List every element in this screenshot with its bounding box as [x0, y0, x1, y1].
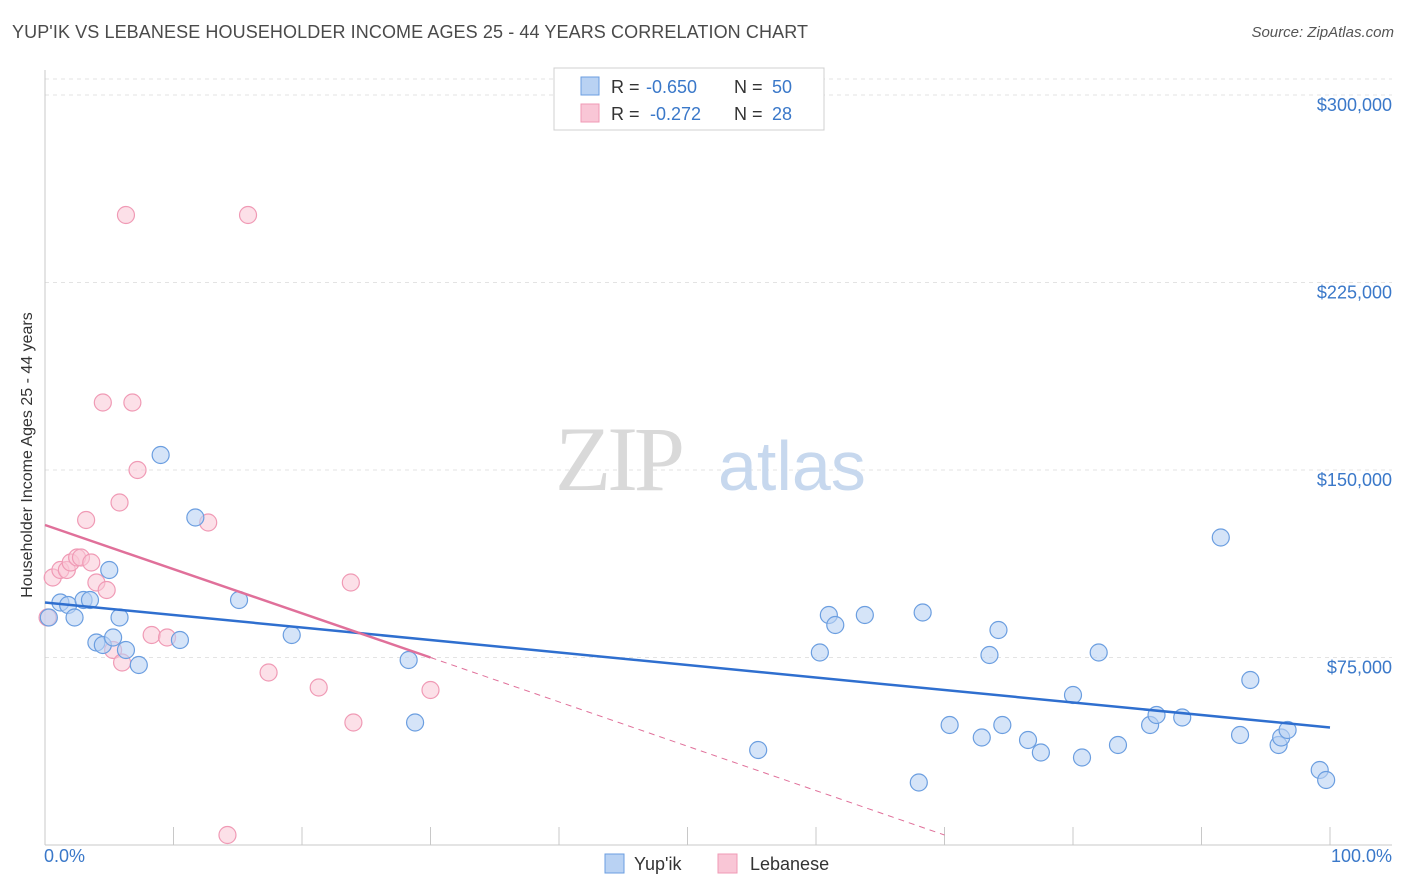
yupik-point [749, 740, 768, 760]
bottom-legend-label-yupik: Yup'ik [634, 854, 682, 874]
lebanese-point [218, 825, 237, 845]
yupik-point [1018, 730, 1038, 750]
x-tick-label-right: 100.0% [1331, 846, 1392, 866]
lebanese-point [123, 393, 142, 412]
lebanese-trend-line [44, 523, 431, 659]
y-tick-label: $150,000 [1317, 470, 1392, 490]
yupik-point [65, 608, 84, 627]
axes [44, 70, 1392, 846]
yupik-point [972, 728, 991, 747]
lebanese-point [82, 553, 101, 572]
bottom-legend-swatch-yupik [604, 853, 625, 874]
yupik-point [129, 655, 148, 675]
legend-r-value-1: -0.650 [646, 77, 697, 97]
legend-n-label-1: N = [734, 77, 763, 97]
yupik-point [1241, 670, 1260, 690]
yupik-point [826, 615, 845, 635]
lebanese-point [128, 460, 147, 480]
legend-r-value-2: -0.272 [650, 104, 701, 124]
y-tick-label: $225,000 [1317, 283, 1392, 303]
yupik-point [1211, 528, 1230, 547]
bottom-legend-swatch-lebanese [717, 853, 738, 874]
y-tick-labels: $75,000 $150,000 $225,000 $300,000 [1317, 95, 1392, 678]
bottom-legend-label-lebanese: Lebanese [750, 854, 829, 874]
yupik-point [989, 620, 1008, 640]
lebanese-point [77, 510, 96, 530]
bottom-legend: Yup'ik Lebanese [604, 853, 829, 874]
lebanese-point [341, 573, 360, 592]
yupik-point [104, 628, 123, 647]
yupik-point [909, 773, 928, 792]
lebanese-point [142, 625, 161, 645]
yupik-point [100, 560, 119, 580]
lebanese-point [93, 393, 112, 412]
lebanese-point [421, 680, 440, 700]
yupik-point [855, 605, 874, 625]
x-tick-label-left: 0.0% [44, 846, 85, 866]
legend-n-value-1: 50 [772, 77, 792, 97]
yupik-point [399, 650, 418, 670]
lebanese-point [97, 580, 116, 600]
yupik-point [151, 445, 170, 465]
yupik-point [993, 715, 1012, 735]
yupik-point [39, 608, 58, 627]
yupik-point [1317, 770, 1336, 790]
yupik-point [1278, 720, 1297, 740]
y-tick-label: $75,000 [1327, 658, 1392, 678]
yupik-point [1031, 743, 1050, 762]
yupik-point [1108, 735, 1128, 755]
chart-title: YUP'IK VS LEBANESE HOUSEHOLDER INCOME AG… [12, 22, 809, 42]
legend-r-label-2: R = [611, 104, 640, 124]
lebanese-point [344, 713, 363, 732]
legend-swatch-yupik [580, 76, 600, 96]
yupik-point [80, 590, 100, 610]
watermark-atlas: atlas [718, 427, 866, 505]
y-tick-label: $300,000 [1317, 95, 1392, 115]
lebanese-points [38, 205, 440, 845]
lebanese-point [259, 663, 278, 682]
yupik-point [116, 640, 136, 660]
yupik-point [810, 643, 829, 662]
lebanese-point [116, 205, 136, 225]
yupik-point [1230, 725, 1250, 745]
y-axis-label: Householder Income Ages 25 - 44 years [19, 312, 36, 598]
yupik-point [1089, 643, 1108, 662]
legend-n-value-2: 28 [772, 104, 792, 124]
yupik-point [405, 713, 425, 732]
legend: R = -0.650 N = 50 R = -0.272 N = 28 [553, 67, 825, 131]
watermark-zip: ZIP [555, 408, 682, 510]
lebanese-point [110, 493, 129, 512]
yupik-point [980, 645, 999, 665]
lebanese-point [309, 678, 328, 697]
watermark: ZIP atlas [555, 408, 866, 510]
lebanese-trend-extension [430, 657, 945, 836]
legend-n-label-2: N = [734, 104, 763, 124]
yupik-point [940, 715, 959, 735]
yupik-point [170, 630, 190, 650]
legend-r-label-1: R = [611, 77, 640, 97]
legend-swatch-lebanese [580, 103, 600, 123]
yupik-point [186, 508, 205, 527]
grid [45, 78, 1392, 658]
trend-lines [44, 523, 1331, 836]
yupik-point [1072, 748, 1092, 767]
lebanese-point [238, 205, 258, 225]
source-label: Source: ZipAtlas.com [1251, 24, 1394, 41]
yupik-trend-line [44, 601, 1331, 729]
yupik-point [282, 625, 301, 645]
yupik-point [913, 603, 932, 622]
yupik-points [39, 445, 1336, 792]
